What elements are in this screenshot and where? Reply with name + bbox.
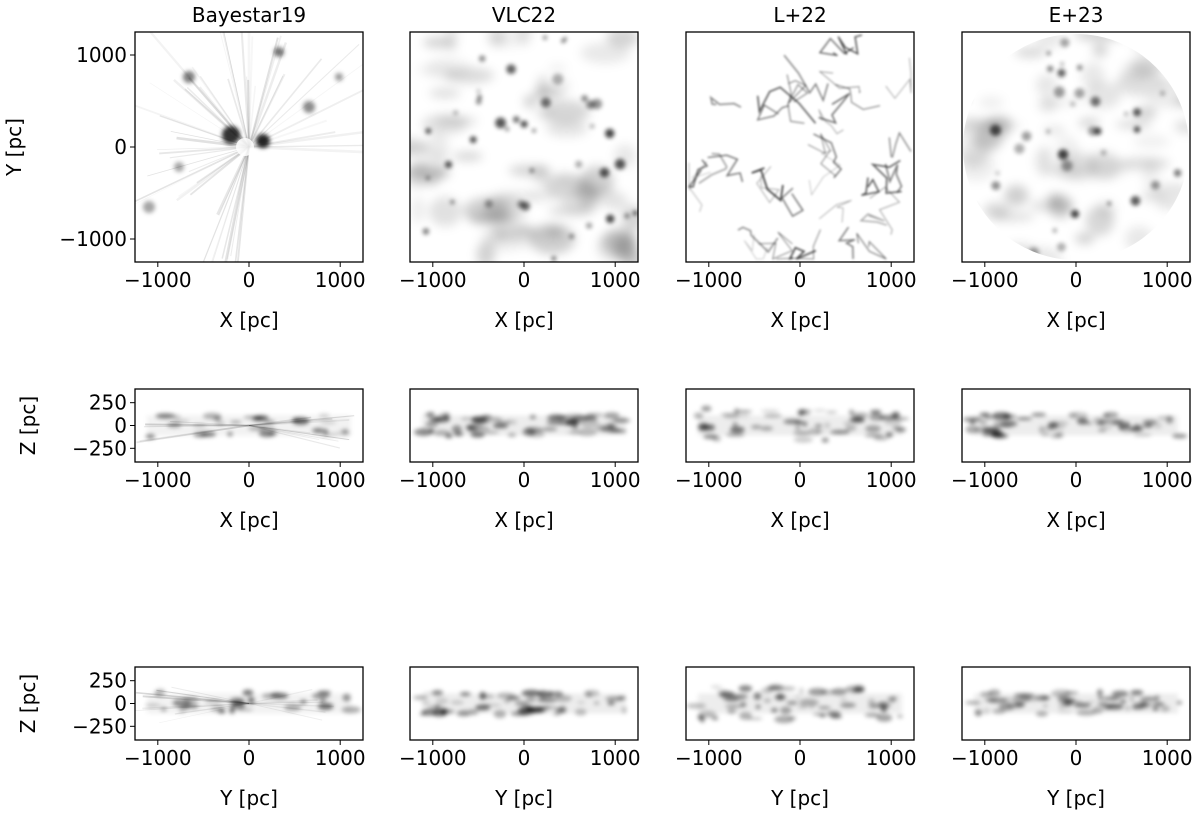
x-tick-label: −1000 <box>399 746 467 770</box>
y-tick-label: 0 <box>114 135 127 159</box>
x-axis-label: Y [pc] <box>770 786 829 810</box>
x-tick-label: −1000 <box>951 468 1019 492</box>
x-tick-label: −1000 <box>951 746 1019 770</box>
x-tick-label: −1000 <box>675 268 743 292</box>
x-tick-label: −1000 <box>951 268 1019 292</box>
y-axis-label: Z [pc] <box>16 674 40 733</box>
x-tick-label: −1000 <box>124 468 192 492</box>
panel-x-z-2: −1000 0 1000 X [pc] <box>399 388 641 532</box>
x-tick-label: 1000 <box>1142 746 1193 770</box>
x-axis-label: X [pc] <box>494 508 553 532</box>
x-axis-label: X [pc] <box>219 508 278 532</box>
density-map <box>135 32 363 262</box>
panel-title: L+22 <box>773 3 826 27</box>
x-axis-label: X [pc] <box>770 508 829 532</box>
density-map <box>410 667 638 740</box>
density-map <box>962 667 1190 740</box>
panel-title: E+23 <box>1049 3 1104 27</box>
x-tick-label: 1000 <box>315 268 366 292</box>
x-tick-label: 0 <box>518 746 531 770</box>
panel-y-z-4: −1000 0 1000 Y [pc] <box>951 666 1193 810</box>
density-map <box>135 667 363 740</box>
y-tick-label: 0 <box>114 414 127 438</box>
x-axis-label: X [pc] <box>1046 308 1105 332</box>
x-tick-label: −1000 <box>399 268 467 292</box>
y-axis-label: Y [pc] <box>2 118 26 177</box>
panel-title: Bayestar19 <box>192 3 306 27</box>
y-tick-label: −1000 <box>59 227 127 251</box>
density-map <box>410 389 638 462</box>
panel-x-y-2: −1000 0 1000 VLC22 X [pc] <box>399 3 641 332</box>
x-tick-label: −1000 <box>399 468 467 492</box>
x-tick-label: 0 <box>518 268 531 292</box>
y-tick-label: −250 <box>72 714 127 738</box>
x-tick-label: 0 <box>794 468 807 492</box>
x-axis-label: X [pc] <box>219 308 278 332</box>
x-tick-label: 1000 <box>1142 268 1193 292</box>
x-tick-label: 0 <box>794 746 807 770</box>
y-tick-label: 0 <box>114 692 127 716</box>
y-tick-label: 250 <box>89 669 127 693</box>
x-tick-label: 1000 <box>866 468 917 492</box>
density-map <box>686 667 914 740</box>
x-tick-label: 0 <box>1070 268 1083 292</box>
x-tick-label: 0 <box>794 268 807 292</box>
panel-x-z-4: −1000 0 1000 X [pc] <box>951 388 1193 532</box>
y-tick-label: 1000 <box>76 43 127 67</box>
x-tick-label: 0 <box>518 468 531 492</box>
x-tick-label: 1000 <box>590 746 641 770</box>
panel-x-y-4: −1000 0 1000 E+23 X [pc] <box>951 3 1193 332</box>
x-tick-label: −1000 <box>124 746 192 770</box>
x-tick-label: 0 <box>243 746 256 770</box>
panel-title: VLC22 <box>492 3 556 27</box>
x-tick-label: 1000 <box>315 468 366 492</box>
panel-y-z-2: −1000 0 1000 Y [pc] <box>399 666 641 810</box>
x-axis-label: Y [pc] <box>494 786 553 810</box>
density-map <box>962 389 1190 462</box>
x-axis-label: X [pc] <box>494 308 553 332</box>
x-axis-label: X [pc] <box>1046 508 1105 532</box>
x-tick-label: 1000 <box>590 268 641 292</box>
density-map <box>410 32 638 262</box>
density-map <box>962 32 1190 262</box>
y-tick-label: 250 <box>89 391 127 415</box>
x-tick-label: 1000 <box>315 746 366 770</box>
density-map <box>686 32 914 262</box>
x-tick-label: −1000 <box>124 268 192 292</box>
x-axis-label: X [pc] <box>770 308 829 332</box>
x-axis-label: Y [pc] <box>1046 786 1105 810</box>
panel-x-y-3: −1000 0 1000 L+22 X [pc] <box>675 3 917 332</box>
panel-x-z-3: −1000 0 1000 X [pc] <box>675 388 917 532</box>
density-map <box>686 389 914 462</box>
x-tick-label: 0 <box>1070 746 1083 770</box>
x-tick-label: 1000 <box>590 468 641 492</box>
x-tick-label: 1000 <box>866 268 917 292</box>
panel-x-y-1: −1000 0 1000 −1000 0 1000 Bayestar19 X [pc] Y [p… <box>2 3 366 332</box>
x-tick-label: −1000 <box>675 468 743 492</box>
density-map <box>135 389 363 462</box>
y-axis-label: Z [pc] <box>16 396 40 455</box>
y-tick-label: −250 <box>72 436 127 460</box>
x-tick-label: 0 <box>243 268 256 292</box>
x-tick-label: 1000 <box>1142 468 1193 492</box>
x-tick-label: 1000 <box>866 746 917 770</box>
x-axis-label: Y [pc] <box>219 786 278 810</box>
x-tick-label: −1000 <box>675 746 743 770</box>
x-tick-label: 0 <box>243 468 256 492</box>
x-tick-label: 0 <box>1070 468 1083 492</box>
panel-y-z-3: −1000 0 1000 Y [pc] <box>675 666 917 810</box>
